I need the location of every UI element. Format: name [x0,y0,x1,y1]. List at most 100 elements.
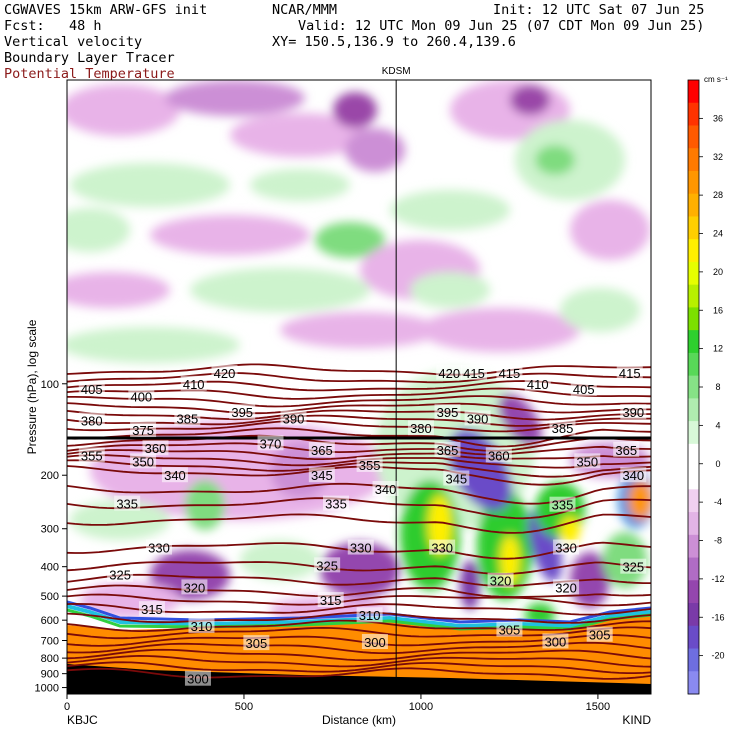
theta-label: 325 [109,568,131,583]
colorbar-swatch [688,398,699,422]
vv-region [410,272,490,308]
x-tick-label: 1000 [409,701,433,713]
colorbar-swatch [688,534,699,559]
theta-label: 315 [141,602,163,617]
y-tick-label: 600 [41,615,59,627]
vv-region [230,113,370,157]
theta-label: 405 [81,382,103,397]
colorbar-label: 28 [713,190,723,200]
isentrope-line [67,561,651,575]
colorbar-label: 36 [713,113,723,123]
theta-label: 395 [437,405,459,420]
isentrope-line [67,395,651,408]
y-tick-label: 400 [41,562,59,574]
vv-region [498,393,542,447]
theta-label-bg [574,453,601,469]
theta-label: 330 [148,541,170,556]
theta-label-bg [130,422,157,438]
theta-label: 300 [545,634,567,649]
theta-label-bg [549,496,576,512]
theta-label-bg [429,539,456,555]
theta-label: 395 [231,405,253,420]
colorbar-label: -4 [714,497,722,507]
theta-label: 340 [622,468,644,483]
theta-label-bg [464,410,491,426]
vv-region [560,288,640,332]
theta-label: 340 [164,468,186,483]
colorbar-label: 4 [715,420,720,430]
theta-label: 300 [187,672,209,687]
colorbar-swatch [688,603,699,627]
theta-label-bg [243,635,270,651]
theta-label-bg [496,364,523,380]
isentrope-line [67,372,651,384]
theta-label: 380 [81,413,103,428]
theta-label-bg [107,566,134,582]
theta-label-bg [142,440,169,456]
theta-label: 410 [183,377,205,392]
vv-region [535,145,575,175]
theta-label-bg [436,364,463,380]
theta-label: 355 [359,458,381,473]
terrain [67,664,651,694]
vv-region [70,163,230,207]
colorbar-swatch [688,193,699,217]
vv-region [240,540,320,580]
theta-label-bg [613,441,640,457]
colorbar-label: 20 [713,267,723,277]
cross-section-endpoints: XY= 150.5,136.9 to 260.4,139.6 [272,34,516,50]
x-tick-label: 0 [64,701,70,713]
x-tick-label: 1500 [586,701,610,713]
theta-label: 380 [410,421,432,436]
colorbar-swatch [688,239,699,263]
colorbar-swatch [688,443,699,468]
isentrope-line [67,661,651,674]
theta-label: 330 [555,541,577,556]
vv-region [165,80,305,116]
colorbar-swatch [688,307,699,331]
colorbar: 36 32 28 24 20 16 12 8 4 0 -4 -8 -12 -16 -20 [687,79,725,695]
plot-frame [66,79,652,695]
y-tick-label: 300 [41,524,59,536]
vv-region [333,92,377,128]
theta-label-bg [211,364,238,380]
vv-region [315,222,385,258]
theta-label-bg [314,557,341,573]
colorbar-swatch [688,580,699,604]
theta-label: 305 [589,628,611,643]
theta-label-bg [280,410,307,426]
init-time: Init: 12 UTC Sat 07 Jun 25 [493,2,705,18]
theta-label: 420 [214,366,236,381]
vv-region [420,308,580,352]
theta-label-bg [184,670,211,686]
isentrope-line [67,593,651,607]
theta-label-bg [180,375,207,391]
vv-region [70,500,170,540]
colorbar-label: 8 [715,382,720,392]
theta-label-bg [308,467,335,483]
theta-label: 400 [130,389,152,404]
vv-region [250,169,350,201]
isentrope-line [67,402,651,415]
theta-label: 365 [615,443,637,458]
y-axis: 100 200 300 400 500 600 700 800 900 1000 [35,379,67,695]
theta-label: 370 [260,436,282,451]
theta-label-bg [570,380,597,396]
theta-label-bg [542,633,569,649]
station-label-kdsm: KDSM [382,66,411,77]
theta-label-bg [620,558,647,574]
theta-label-bg [356,456,383,472]
theta-label: 385 [552,421,574,436]
y-tick-label: 1000 [35,683,59,695]
field-label-potential-temperature: Potential Temperature [4,66,175,82]
theta-label: 320 [555,580,577,595]
theta-label: 310 [359,608,381,623]
theta-label: 335 [552,498,574,513]
isentrope-line [67,654,651,668]
station-right: KIND [622,713,651,727]
theta-label: 300 [364,635,386,650]
theta-label-bg [620,467,647,483]
theta-label-bg [407,420,434,436]
theta-label: 355 [81,448,103,463]
theta-label: 335 [325,497,347,512]
